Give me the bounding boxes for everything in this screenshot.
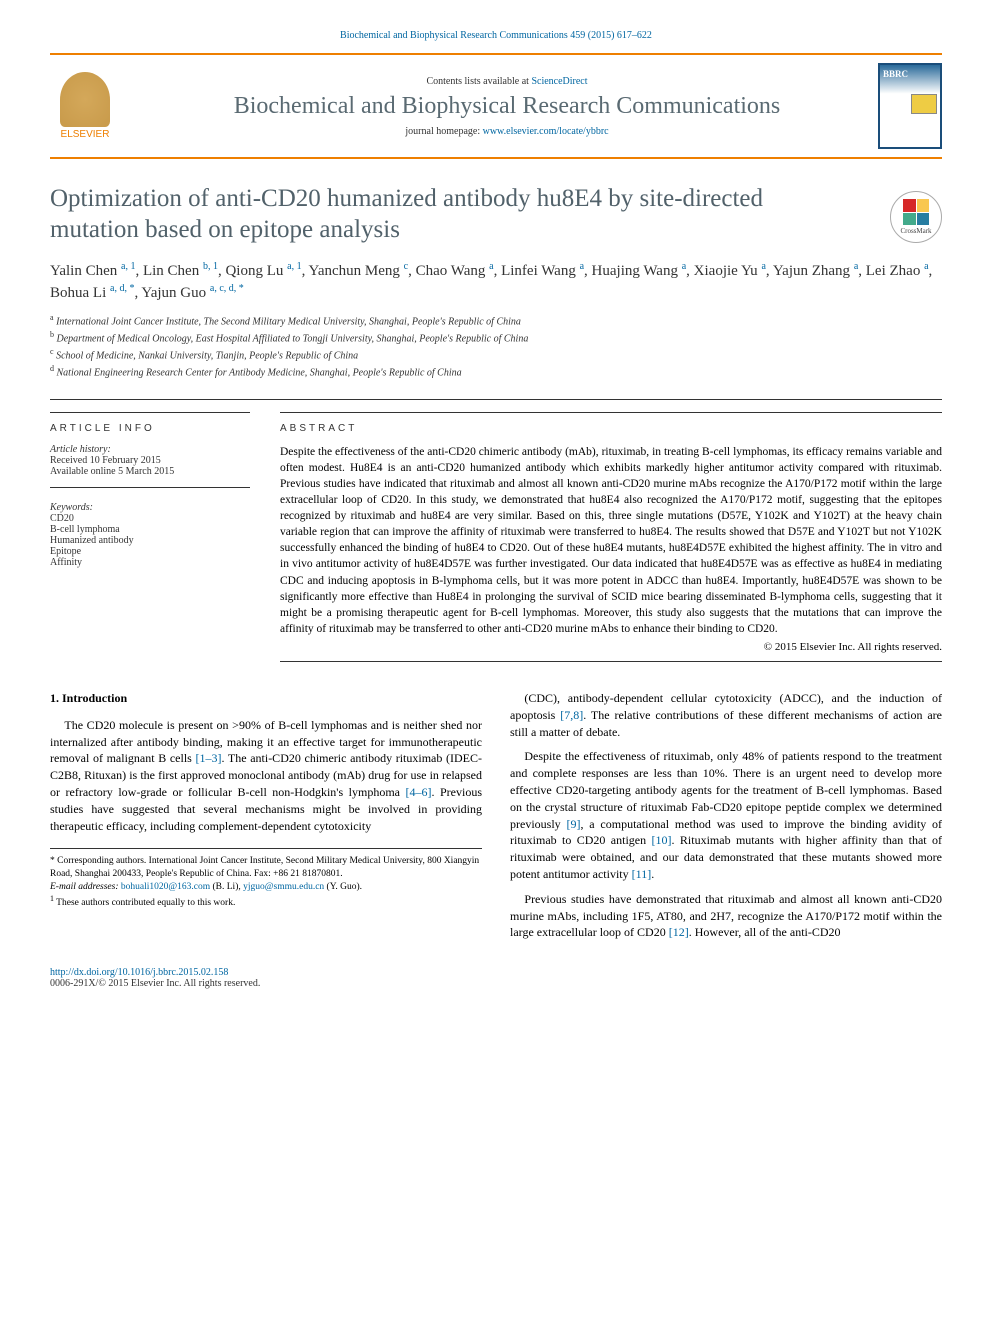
contents-prefix: Contents lists available at [426,76,531,87]
footnote-equal: 1 These authors contributed equally to t… [50,894,482,910]
email-name-1: (B. Li), [213,882,241,892]
body-col-left: 1. Introduction The CD20 molecule is pre… [50,690,482,949]
affiliation-item: a International Joint Cancer Institute, … [50,312,942,329]
elsevier-label: ELSEVIER [61,129,110,140]
contents-line: Contents lists available at ScienceDirec… [136,76,878,87]
sciencedirect-link[interactable]: ScienceDirect [531,76,587,87]
crossmark-label: CrossMark [900,227,931,235]
keyword-item: Humanized antibody [50,535,250,546]
elsevier-tree-icon [60,72,110,127]
body-paragraph: Despite the effectiveness of rituximab, … [510,748,942,882]
doi-link[interactable]: http://dx.doi.org/10.1016/j.bbrc.2015.02… [50,967,228,978]
article-header: CrossMark Optimization of anti-CD20 huma… [50,183,942,381]
article-title: Optimization of anti-CD20 humanized anti… [50,183,942,246]
journal-banner: ELSEVIER Contents lists available at Sci… [50,53,942,159]
body-paragraph: The CD20 molecule is present on >90% of … [50,717,482,835]
article-info-col: ARTICLE INFO Article history: Received 1… [50,412,250,662]
banner-center: Contents lists available at ScienceDirec… [136,76,878,137]
crossmark-icon [903,199,929,225]
body-two-column: 1. Introduction The CD20 molecule is pre… [50,690,942,949]
info-abstract-row: ARTICLE INFO Article history: Received 1… [50,412,942,662]
homepage-link[interactable]: www.elsevier.com/locate/ybbrc [483,126,609,137]
emails-label: E-mail addresses: [50,882,119,892]
email-name-2: (Y. Guo). [327,882,362,892]
affiliation-list: a International Joint Cancer Institute, … [50,312,942,381]
keyword-item: CD20 [50,513,250,524]
keyword-item: Affinity [50,557,250,568]
footer-meta: http://dx.doi.org/10.1016/j.bbrc.2015.02… [50,967,942,989]
footnote-emails: E-mail addresses: bohuali1020@163.com (B… [50,881,482,894]
article-info-heading: ARTICLE INFO [50,423,250,434]
history-label: Article history: [50,444,250,455]
abstract-copyright: © 2015 Elsevier Inc. All rights reserved… [280,641,942,653]
footnote-equal-sup: 1 [50,894,54,903]
elsevier-logo: ELSEVIER [50,66,120,146]
issn-copyright: 0006-291X/© 2015 Elsevier Inc. All right… [50,978,260,989]
homepage-line: journal homepage: www.elsevier.com/locat… [136,126,878,137]
keyword-item: B-cell lymphoma [50,524,250,535]
history-online: Available online 5 March 2015 [50,466,250,477]
journal-cover-thumb [878,63,942,149]
crossmark-badge[interactable]: CrossMark [890,191,942,243]
journal-title: Biochemical and Biophysical Research Com… [136,93,878,120]
keywords-list: CD20B-cell lymphomaHumanized antibodyEpi… [50,513,250,568]
author-list: Yalin Chen a, 1, Lin Chen b, 1, Qiong Lu… [50,260,942,304]
homepage-prefix: journal homepage: [405,126,482,137]
affiliation-item: c School of Medicine, Nankai University,… [50,346,942,363]
header-citation: Biochemical and Biophysical Research Com… [50,30,942,41]
abstract-text: Despite the effectiveness of the anti-CD… [280,444,942,637]
footnote-equal-text: These authors contributed equally to thi… [56,898,235,908]
affiliation-item: b Department of Medical Oncology, East H… [50,329,942,346]
section-divider [50,399,942,400]
footnote-corresponding: * Corresponding authors. International J… [50,855,482,881]
footnotes-block: * Corresponding authors. International J… [50,848,482,909]
abstract-col: ABSTRACT Despite the effectiveness of th… [280,412,942,662]
keywords-label: Keywords: [50,502,250,513]
section-heading-intro: 1. Introduction [50,690,482,707]
abstract-heading: ABSTRACT [280,423,942,434]
history-received: Received 10 February 2015 [50,455,250,466]
body-col-right: (CDC), antibody-dependent cellular cytot… [510,690,942,949]
body-paragraph: Previous studies have demonstrated that … [510,891,942,941]
email-link-1[interactable]: bohuali1020@163.com [121,882,210,892]
email-link-2[interactable]: yjguo@smmu.edu.cn [243,882,324,892]
body-paragraph: (CDC), antibody-dependent cellular cytot… [510,690,942,740]
affiliation-item: d National Engineering Research Center f… [50,363,942,380]
keyword-item: Epitope [50,546,250,557]
